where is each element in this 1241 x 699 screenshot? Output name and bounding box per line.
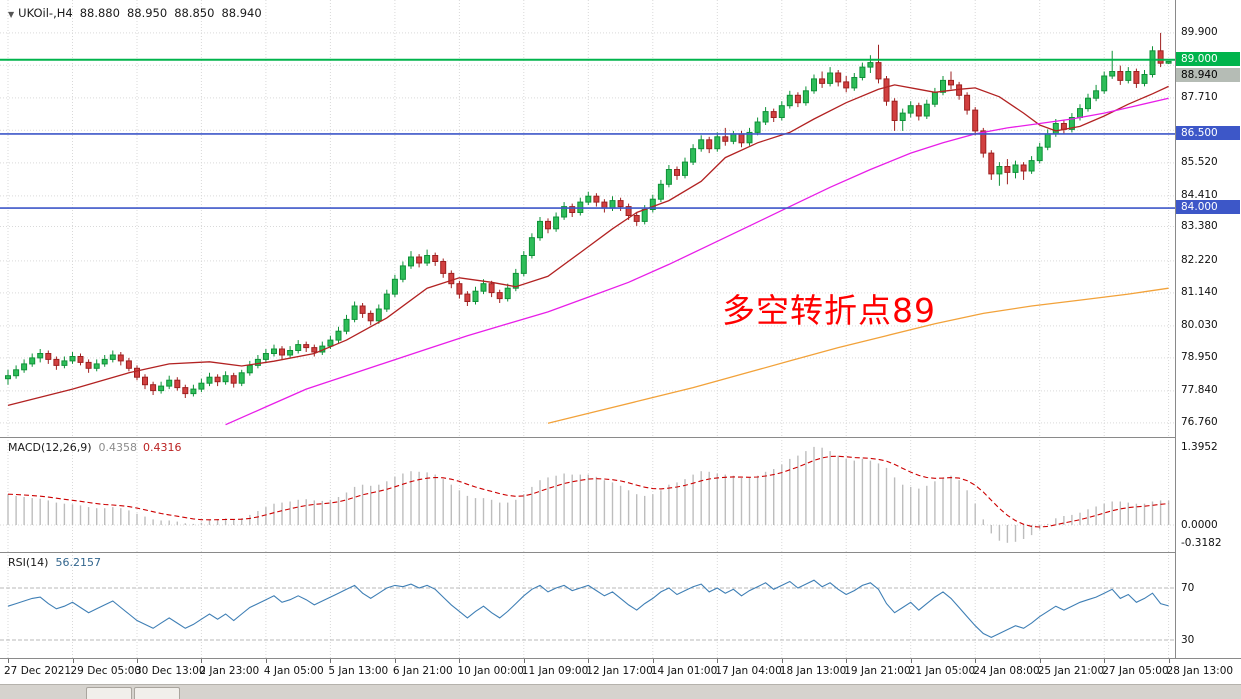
time-tick [330,659,332,663]
panel-splitter[interactable] [0,552,1241,553]
time-tick [265,659,267,663]
time-tick [201,659,203,663]
time-tick [781,659,783,663]
time-tick-label: 2 Jan 23:00 [199,665,260,677]
time-tick [523,659,525,663]
macd-signal-line [7,455,1169,528]
ma-fast-line [7,84,1169,407]
ohlc-high: 88.950 [126,6,168,20]
macd-panel[interactable]: MACD(12,26,9) 0.4358 0.4316 [0,437,1175,552]
price-tick-label: 89.900 [1181,25,1218,38]
time-tick-label: 4 Jan 05:00 [263,665,324,677]
rsi-name: RSI(14) [8,556,49,569]
time-tick [394,659,396,663]
time-tick-label: 19 Jan 21:00 [844,665,911,677]
symbol-dropdown-icon[interactable]: ▼ [8,10,15,19]
price-tick-label: 76.760 [1181,415,1218,428]
time-tick-label: 17 Jan 04:00 [715,665,782,677]
time-tick [846,659,848,663]
macd-axis-label: 1.3952 [1181,440,1218,453]
price-tick-label: 85.520 [1181,155,1218,168]
time-tick [1039,659,1041,663]
rsi-value: 56.2157 [55,556,101,569]
macd-axis-label: 0.0000 [1181,519,1218,531]
time-tick [1104,659,1106,663]
time-tick-label: 21 Jan 05:00 [908,665,976,677]
price-tick-label: 80.030 [1181,318,1218,331]
bottom-bar [0,684,1241,699]
time-tick [975,659,977,663]
rsi-chart-svg[interactable] [0,552,1175,658]
time-tick [72,659,74,663]
ma-mid-line [225,97,1169,426]
candles-layer [5,32,1172,398]
rsi-label: RSI(14) 56.2157 [8,556,101,569]
main-chart-panel[interactable]: ▼ UKOil-,H4 88.880 88.950 88.850 88.940 多空转折点… [0,0,1175,437]
macd-name: MACD(12,26,9) [8,441,92,454]
time-tick-label: 24 Jan 08:00 [973,665,1040,677]
time-tick-label: 27 Jan 05:00 [1102,665,1169,677]
time-tick [588,659,590,663]
price-tick-label: 83.380 [1181,219,1218,232]
text-annotation[interactable]: 多空转折点89 [722,291,936,330]
time-tick-label: 12 Jan 17:00 [586,665,653,677]
price-tick-label: 84.410 [1181,188,1218,201]
rsi-panel[interactable]: RSI(14) 56.2157 [0,552,1175,658]
macd-value-signal: 0.4316 [143,441,182,454]
time-tick-label: 30 Dec 13:00 [135,665,206,677]
price-line-label: 89.000 [1176,51,1240,66]
panel-splitter[interactable] [0,437,1241,438]
macd-chart-svg[interactable] [0,437,1175,552]
time-tick-label: 27 Dec 2021 [4,665,72,677]
time-tick [459,659,461,663]
time-tick-label: 25 Jan 21:00 [1037,665,1105,677]
rsi-axis-label: 70 [1181,582,1195,594]
ohlc-close: 88.940 [221,6,262,20]
time-tick-label: 6 Jan 21:00 [392,665,453,677]
chart-tab[interactable] [86,687,132,699]
price-tick-label: 82.220 [1181,253,1218,266]
time-tick [717,659,719,663]
macd-value-main: 0.4358 [98,441,138,454]
time-tick-label: 10 Jan 00:00 [457,665,524,677]
current-price-label: 88.940 [1176,68,1240,83]
ohlc-open: 88.880 [79,6,120,20]
price-line-label: 84.000 [1176,200,1240,215]
rsi-axis-label: 30 [1181,634,1195,646]
ma-slow-line [547,287,1169,424]
price-tick-label: 81.140 [1181,285,1218,298]
price-tick-label: 77.840 [1181,383,1218,396]
time-axis[interactable]: 27 Dec 2021 29 Dec 05:00 30 Dec 13:00 2 Jan… [0,658,1241,684]
time-tick-label: 18 Jan 13:00 [779,665,847,677]
time-tick-label: 14 Jan 01:00 [650,665,718,677]
time-tick-label: 5 Jan 13:00 [328,665,389,677]
time-tick-label: 28 Jan 13:00 [1166,665,1234,677]
price-tick-label: 78.950 [1181,350,1218,363]
price-tick-label: 87.710 [1181,90,1218,103]
time-tick [1168,659,1170,663]
ohlc-low: 88.850 [174,6,215,20]
price-axis[interactable]: 89.900 87.710 85.520 84.410 83.380 82.220 81.1… [1175,0,1241,658]
time-tick-label: 11 Jan 09:00 [521,665,589,677]
time-tick [137,659,138,663]
symbol-timeframe-label: UKOil-,H4 [18,6,73,20]
time-tick [652,659,654,663]
macd-axis-label: -0.3182 [1181,536,1222,549]
chart-tab[interactable] [134,687,180,699]
price-line-label: 86.500 [1176,125,1240,140]
time-tick [8,659,9,663]
chart-title: ▼ UKOil-,H4 88.880 88.950 88.850 88.940 [8,6,262,20]
macd-label: MACD(12,26,9) 0.4358 0.4316 [8,441,182,454]
main-chart-svg[interactable] [0,0,1175,437]
time-tick-label: 29 Dec 05:00 [70,665,142,677]
time-tick [910,659,912,663]
rsi-line [7,579,1169,639]
